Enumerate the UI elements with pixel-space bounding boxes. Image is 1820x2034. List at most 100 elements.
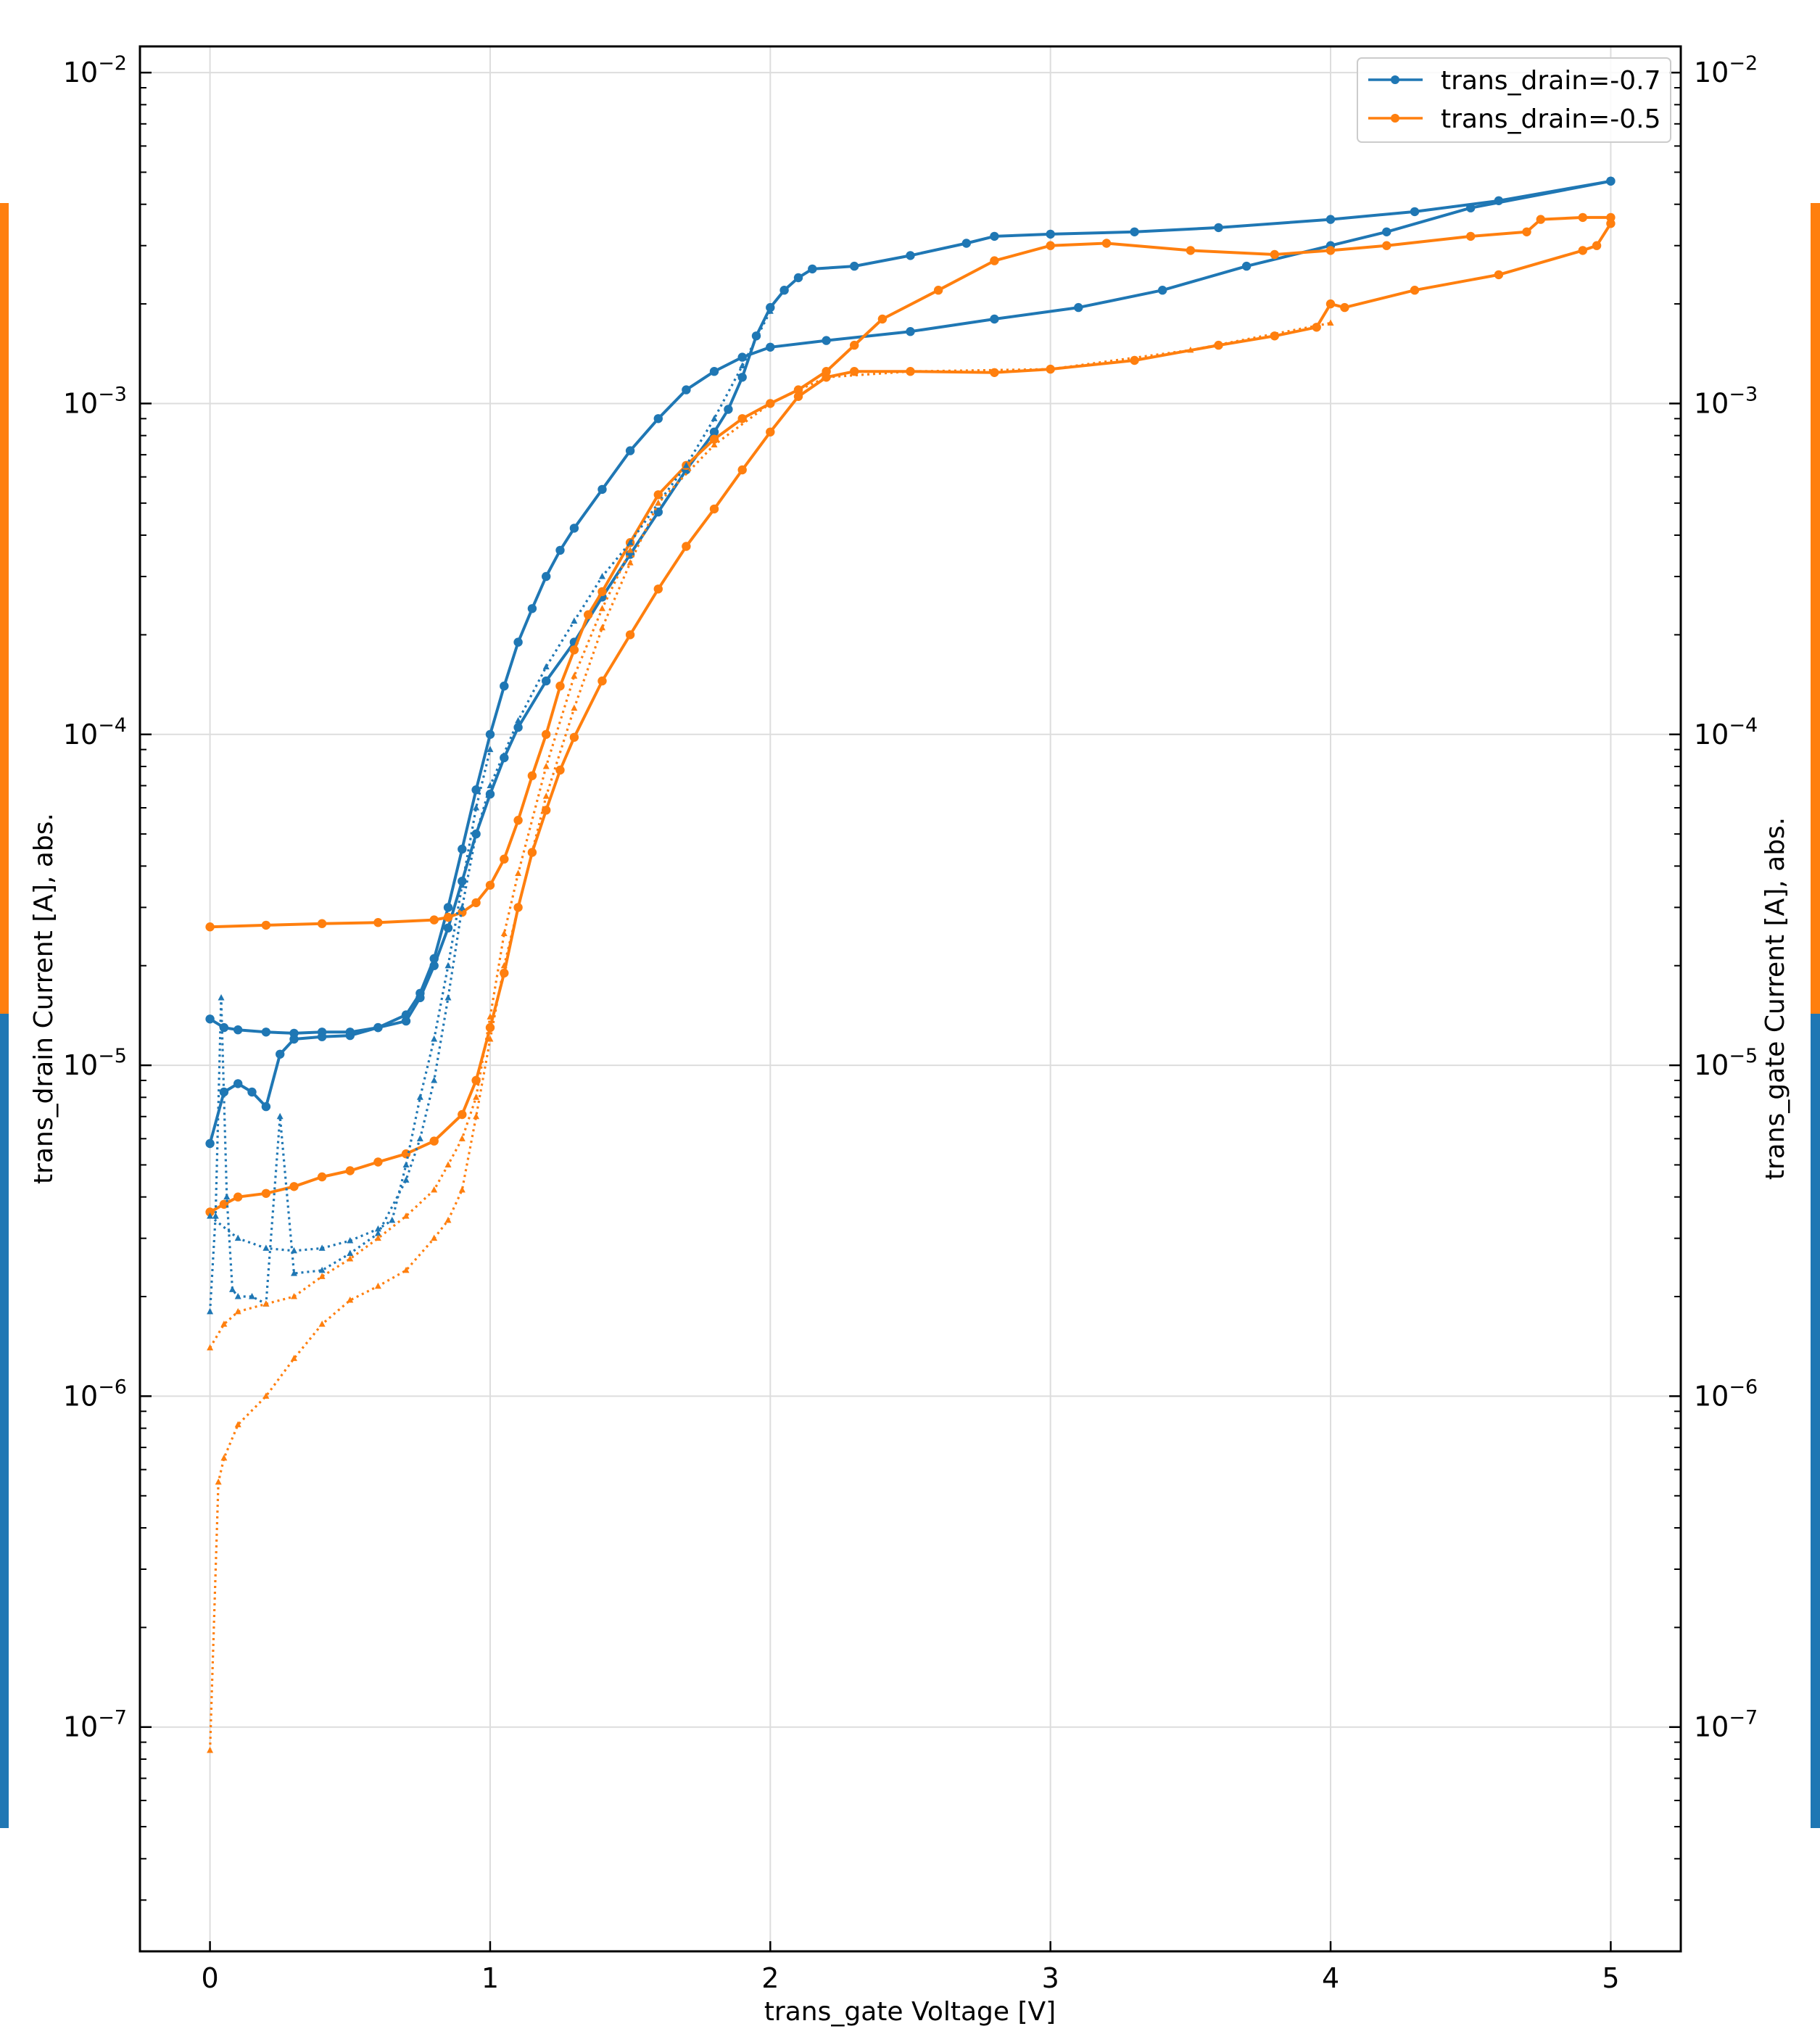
data-point (219, 1087, 229, 1097)
data-point (584, 610, 593, 619)
data-point (374, 1230, 381, 1236)
y-axis-title-left: trans_drain Current [A], abs. (29, 813, 59, 1184)
data-point (374, 1225, 381, 1232)
data-point (990, 368, 999, 377)
data-point (1325, 299, 1336, 309)
series-line (209, 310, 772, 1312)
data-point (569, 524, 579, 533)
grid (140, 46, 1681, 1951)
data-point (1522, 227, 1531, 236)
y-tick-label-right: 10−6 (1694, 1376, 1758, 1412)
y-tick-label-left: 10−7 (63, 1707, 127, 1743)
data-point (571, 617, 578, 624)
legend-label-orange: trans_drain=-0.5 (1441, 104, 1661, 134)
y-tick-label-left: 10−5 (63, 1045, 127, 1081)
data-point (1241, 261, 1252, 271)
series-layer (205, 176, 1616, 1753)
data-point (1270, 249, 1280, 260)
data-point (1466, 203, 1476, 212)
data-point (513, 722, 523, 732)
data-point (766, 427, 775, 437)
data-point (261, 920, 271, 930)
y-tick-label-left: 10−3 (63, 383, 127, 419)
data-point (471, 785, 481, 795)
data-point (218, 993, 225, 1001)
data-point (571, 704, 578, 711)
data-point (877, 314, 888, 324)
data-point (431, 1234, 438, 1241)
data-point (347, 1237, 354, 1244)
series-line (209, 179, 1611, 1035)
data-point (1312, 323, 1321, 332)
data-point (401, 1010, 411, 1020)
data-point (571, 672, 578, 679)
data-point (766, 400, 774, 406)
data-point (444, 1216, 452, 1223)
data-point (373, 1022, 383, 1033)
y-tick-label-left: 10−4 (63, 714, 127, 751)
data-point (431, 1035, 438, 1042)
x-tick-label: 3 (1042, 1962, 1059, 1994)
series-gate-dotted-5 (207, 745, 494, 1254)
data-point (515, 869, 522, 877)
data-point (233, 1079, 243, 1088)
data-point (599, 573, 605, 579)
data-point (485, 729, 495, 739)
data-point (487, 782, 494, 788)
y-tick-label-right: 10−4 (1694, 714, 1758, 751)
data-point (234, 1307, 241, 1315)
series-gate-dotted-4 (207, 307, 774, 1315)
data-point (513, 816, 523, 825)
data-point (599, 624, 605, 631)
data-point (542, 676, 551, 686)
data-point (793, 392, 803, 401)
series-line (210, 215, 1611, 929)
data-point (416, 1094, 423, 1100)
data-point (443, 923, 453, 933)
data-point (739, 362, 746, 368)
data-point (527, 771, 537, 781)
data-point (1074, 302, 1083, 313)
series-drain-solid-1 (205, 176, 1616, 1038)
x-tick-label: 4 (1322, 1962, 1339, 1994)
data-point (205, 1207, 215, 1217)
data-point (597, 484, 607, 495)
data-point (289, 1182, 299, 1191)
data-point (318, 1244, 326, 1251)
data-point (205, 1014, 215, 1024)
x-tick-label: 1 (481, 1962, 499, 1994)
data-point (247, 1087, 257, 1097)
data-point (542, 729, 551, 739)
x-tick-label: 0 (201, 1962, 218, 1994)
data-point (374, 1234, 381, 1241)
data-point (1410, 207, 1420, 217)
data-point (487, 1035, 494, 1042)
data-point (443, 903, 453, 912)
legend: trans_drain=-0.7 trans_drain=-0.5 (1357, 57, 1671, 143)
data-point (1494, 270, 1504, 280)
data-point (737, 373, 747, 382)
data-point (569, 732, 579, 742)
data-point (709, 427, 719, 437)
x-tick-label: 5 (1602, 1962, 1619, 1994)
data-point (569, 645, 579, 655)
data-point (599, 605, 605, 611)
data-point (625, 630, 635, 640)
data-point (527, 604, 537, 613)
series-drain-solid-0 (205, 176, 1616, 1149)
data-point (808, 264, 817, 274)
data-point (431, 1186, 438, 1193)
data-point (1536, 215, 1545, 224)
data-point (1578, 212, 1587, 223)
data-point (458, 1186, 466, 1193)
data-point (318, 1273, 326, 1279)
data-point (347, 1255, 354, 1262)
data-point (444, 993, 452, 1001)
data-point (542, 762, 550, 769)
data-point (990, 231, 999, 241)
data-point (542, 663, 550, 670)
series-line (208, 179, 1611, 1144)
data-point (458, 844, 467, 854)
data-point (262, 1300, 270, 1307)
data-point (234, 1293, 241, 1299)
